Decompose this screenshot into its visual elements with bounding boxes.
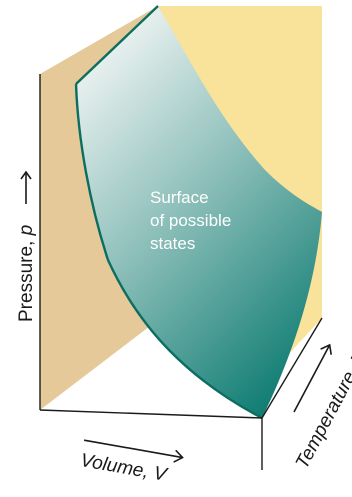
volume-label-text: Volume, <box>79 450 156 484</box>
volume-axis-label: Volume, V <box>79 450 171 486</box>
surface-top-edge <box>75 5 159 85</box>
surface-label: Surface of possible states <box>150 188 236 253</box>
pressure-axis-label: Pressure, p <box>16 225 37 322</box>
frame-bottom-right <box>261 317 323 419</box>
volume-symbol: V <box>152 463 170 486</box>
surface-label-line-2: of possible <box>150 211 231 230</box>
pressure-arrow-head <box>20 170 32 180</box>
temperature-arrow-line <box>293 344 331 413</box>
surface-label-line-1: Surface <box>150 188 209 207</box>
temperature-arrow <box>293 343 333 413</box>
frame-bottom-front <box>39 409 263 419</box>
volume-arrow-line <box>83 439 183 459</box>
pressure-label-text: Pressure, <box>16 235 37 322</box>
temperature-arrow-head <box>320 343 333 355</box>
temperature-label-text: Temperature, <box>292 359 352 473</box>
surface-label-line-3: states <box>150 234 195 253</box>
temperature-axis-label: Temperature, T <box>292 347 352 472</box>
volume-axis: Volume, V <box>79 439 184 486</box>
pressure-axis: Pressure, p <box>16 170 37 322</box>
temperature-symbol: T <box>347 347 352 368</box>
surface-bottom-edge <box>74 83 263 420</box>
volume-arrow-head <box>173 449 184 463</box>
state-surface <box>76 6 322 418</box>
temperature-axis: Temperature, T <box>292 347 352 472</box>
pressure-symbol: p <box>16 225 37 237</box>
